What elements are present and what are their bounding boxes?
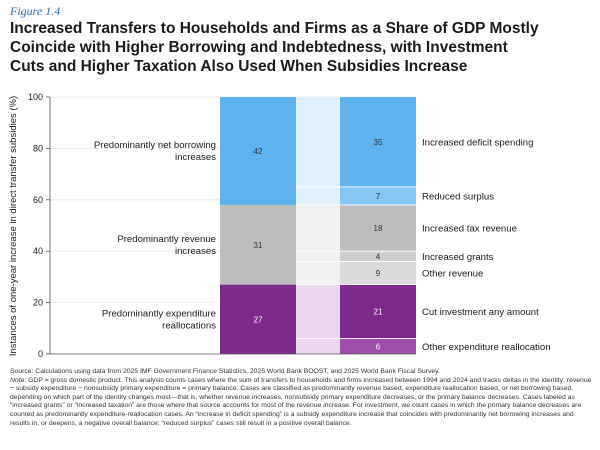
data-label: 42 <box>254 147 263 156</box>
right-bar: 6 21 9 4 18 7 35 <box>296 97 416 354</box>
stacked-bar-chart: 27 31 42 6 21 9 4 18 7 35 0 20 40 60 80 100 Predomina… <box>8 92 551 359</box>
data-label: 31 <box>254 241 263 250</box>
figure-title: Increased Transfers to Households and Fi… <box>10 19 595 76</box>
data-label: 21 <box>374 308 383 317</box>
y-tick-label: 100 <box>28 92 43 102</box>
data-label: 35 <box>374 138 383 147</box>
y-tick-label: 60 <box>33 195 43 205</box>
note-label: Note: <box>10 376 27 384</box>
bar-connectors <box>296 97 340 354</box>
bar-segment <box>340 97 416 187</box>
bar-segment-borrowing <box>220 97 296 205</box>
left-bar: 27 31 42 <box>220 97 296 354</box>
data-label: 6 <box>376 342 381 351</box>
bar-segment <box>340 338 416 354</box>
left-category-label: Predominantly expenditure <box>102 308 216 319</box>
bar-segment-expenditure <box>220 284 296 354</box>
right-category-label: Reduced surplus <box>422 191 494 202</box>
source-line: Source: Calculations using data from 202… <box>10 368 440 375</box>
data-label: 9 <box>376 269 381 278</box>
note-text: GDP = gross domestic product. This analy… <box>10 376 592 427</box>
bar-segment-revenue <box>220 204 296 285</box>
bar-segment <box>340 251 416 262</box>
connector-borrowing <box>296 97 340 205</box>
right-category-label: Increased deficit spending <box>422 137 533 148</box>
bar-segment <box>340 261 416 285</box>
right-category-label: Other revenue <box>422 269 483 280</box>
note-paragraph: Note: GDP = gross domestic product. This… <box>10 377 594 429</box>
bar-segment <box>340 284 416 339</box>
connector-revenue <box>296 204 340 285</box>
data-label: 27 <box>254 315 263 324</box>
right-category-labels: Other expenditure reallocation Cut invest… <box>422 137 551 352</box>
y-axis: 0 20 40 60 80 100 <box>28 92 416 359</box>
data-label: 7 <box>376 192 381 201</box>
right-category-label: Cut investment any amount <box>422 307 539 318</box>
right-category-label: Increased tax revenue <box>422 224 517 235</box>
left-category-label: increases <box>175 152 216 163</box>
left-category-label: Predominantly revenue <box>117 234 216 245</box>
left-category-label: increases <box>175 246 216 257</box>
figure-title-line: Increased Transfers to Households and Fi… <box>10 20 539 37</box>
y-axis-label: Instances of one-year increase in direct… <box>8 96 19 356</box>
figure-label: Figure 1.4 <box>10 4 61 18</box>
data-label: 4 <box>376 252 381 261</box>
right-category-label: Increased grants <box>422 252 494 263</box>
right-category-label: Other expenditure reallocation <box>422 342 551 353</box>
y-tick-label: 20 <box>33 298 43 308</box>
source-note: Source: Calculations using data from 202… <box>10 368 594 428</box>
figure-title-line: Cuts and Higher Taxation Also Used When … <box>10 58 468 75</box>
bar-segment <box>340 186 416 205</box>
figure-title-line: Coincide with Higher Borrowing and Indeb… <box>10 39 508 56</box>
connector-expenditure <box>296 284 340 354</box>
y-tick-label: 80 <box>33 143 43 153</box>
bar-segment <box>340 204 416 252</box>
left-category-label: Predominantly net borrowing <box>94 140 216 151</box>
y-tick-label: 40 <box>33 246 43 256</box>
data-label: 18 <box>374 224 383 233</box>
left-category-label: reallocations <box>162 320 216 331</box>
y-tick-label: 0 <box>38 349 43 359</box>
